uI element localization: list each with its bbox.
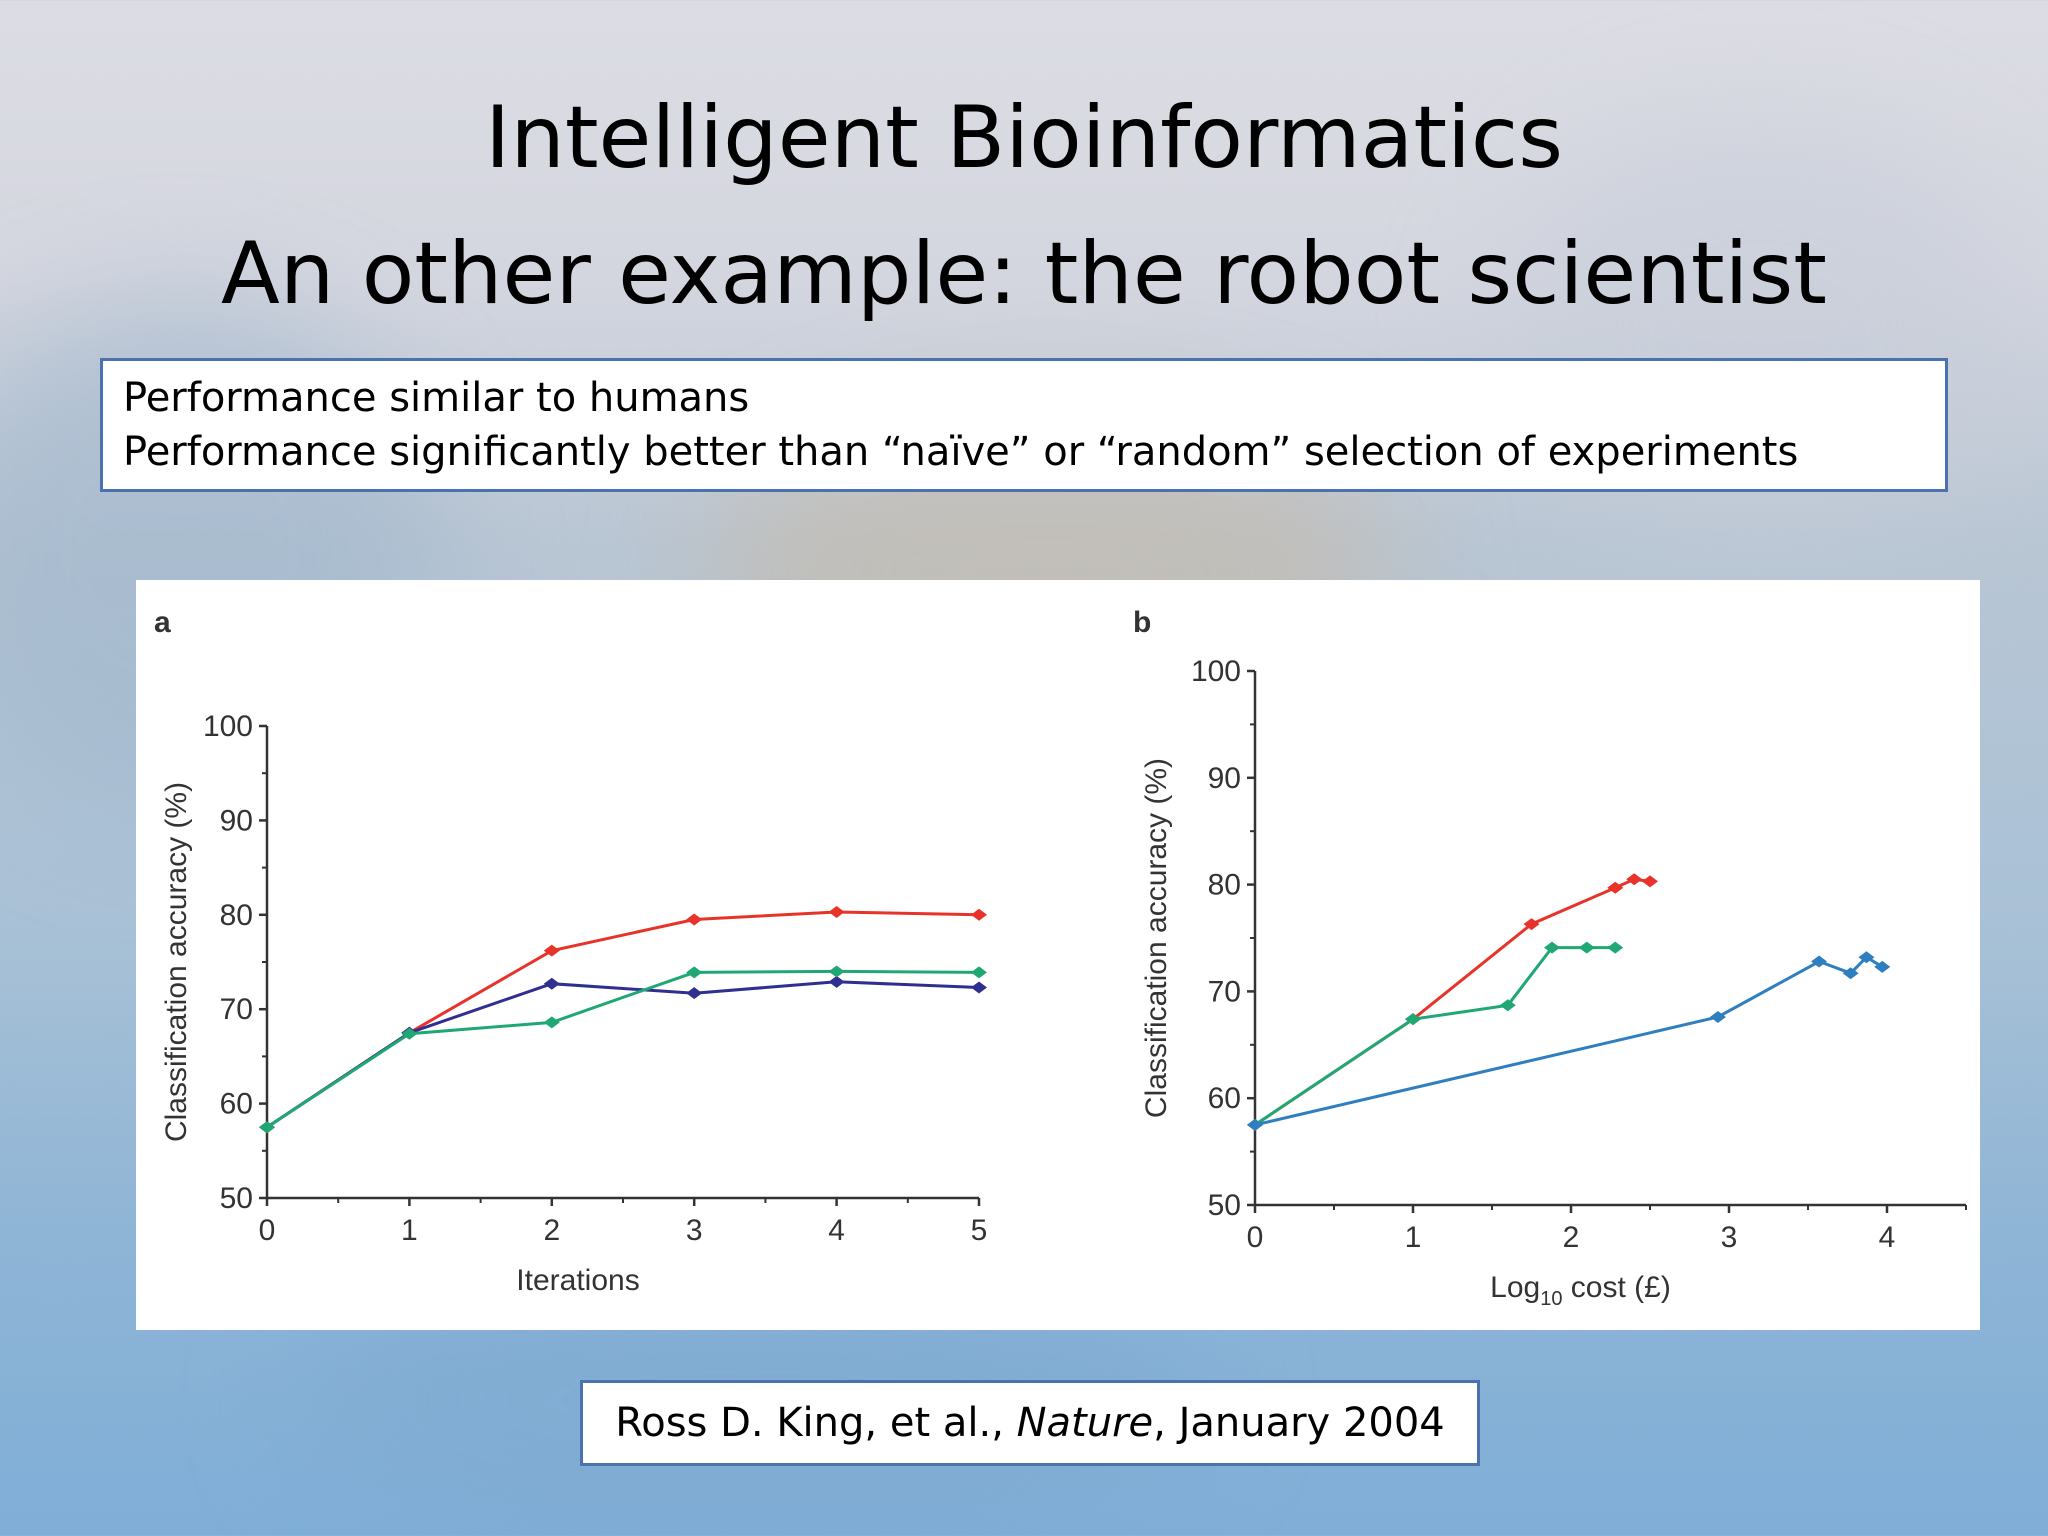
- figure-panel: a 50 60 70 80 90 100 0 1 2 3 4 5 Iterations Classifica…: [136, 580, 1980, 1330]
- y-tick-label: 60: [220, 1088, 253, 1121]
- slide-title: Intelligent Bioinformatics An other exam…: [0, 70, 2048, 342]
- data-point: [1811, 955, 1828, 968]
- data-point: [1499, 999, 1516, 1012]
- data-point: [1626, 873, 1643, 886]
- x-axis-label: Log10 cost (£): [1490, 1271, 1671, 1310]
- data-point: [1709, 1011, 1726, 1024]
- data-point: [971, 981, 987, 994]
- series-line-1: [1254, 877, 1651, 1127]
- x-tick-label: 4: [828, 1214, 845, 1247]
- data-point: [686, 913, 703, 926]
- y-tick-label: 60: [1208, 1082, 1241, 1115]
- data-point: [401, 1027, 418, 1040]
- data-point: [828, 965, 845, 978]
- panel-label: a: [154, 606, 171, 639]
- data-point: [1642, 875, 1658, 888]
- citation-date: , January 2004: [1153, 1400, 1445, 1446]
- data-point: [971, 908, 987, 921]
- chart-panel-a: a 50 60 70 80 90 100 0 1 2 3 4 5 Iterations Classifica…: [154, 606, 987, 1297]
- series-line-3: [266, 969, 980, 1129]
- y-tick-label: 70: [1208, 975, 1241, 1008]
- slide-title-line-1: Intelligent Bioinformatics: [484, 88, 1564, 188]
- x-tick-label: 0: [259, 1214, 276, 1247]
- y-tick-label: 90: [220, 804, 253, 837]
- y-tick-label: 50: [1208, 1189, 1241, 1222]
- y-tick-label: 90: [1208, 762, 1241, 795]
- data-point: [686, 966, 703, 979]
- info-line-1: Performance similar to humans: [123, 375, 750, 421]
- data-point: [1607, 941, 1624, 954]
- x-tick-label: 1: [401, 1214, 418, 1247]
- x-tick-label: 5: [971, 1214, 988, 1247]
- y-axis-label: Classification accuracy (%): [1140, 758, 1173, 1118]
- x-axis-label-sub: 10: [1540, 1288, 1562, 1310]
- data-point: [828, 975, 845, 988]
- x-tick-label: 2: [543, 1214, 560, 1247]
- x-tick-label: 0: [1247, 1221, 1264, 1254]
- y-tick-label: 100: [1191, 655, 1241, 688]
- series-line-2: [1254, 946, 1616, 1127]
- y-tick-label: 80: [220, 899, 253, 932]
- citation-box: Ross D. King, et al., Nature, January 20…: [580, 1380, 1480, 1466]
- data-point: [1578, 941, 1595, 954]
- panel-label: b: [1133, 606, 1151, 639]
- x-axis-label-main: Log: [1490, 1271, 1540, 1304]
- data-point: [1523, 918, 1540, 931]
- y-tick-label: 100: [203, 710, 253, 743]
- data-point: [1544, 941, 1561, 954]
- info-box: Performance similar to humans Performanc…: [100, 358, 1948, 492]
- data-point: [543, 944, 560, 957]
- x-tick-label: 4: [1879, 1221, 1896, 1254]
- citation-authors: Ross D. King, et al.,: [615, 1400, 1017, 1446]
- series-line-2: [266, 980, 980, 1129]
- x-axis-label-rest: cost (£): [1562, 1271, 1670, 1304]
- y-tick-label: 70: [220, 993, 253, 1026]
- data-point: [1607, 881, 1624, 894]
- series-line-3: [1254, 955, 1884, 1127]
- slide-title-line-2: An other example: the robot scientist: [221, 224, 1827, 324]
- data-point: [259, 1121, 275, 1134]
- info-line-2: Performance significantly better than “n…: [123, 429, 1799, 475]
- citation-journal: Nature: [1016, 1400, 1154, 1446]
- data-point: [543, 977, 560, 990]
- y-tick-label: 80: [1208, 869, 1241, 902]
- x-axis-label: Iterations: [516, 1264, 639, 1297]
- series-line-1: [266, 910, 980, 1129]
- chart-panel-b: b 50 60 70 80 90 100 0 1 2 3 4 Log10 cost (£) Classif…: [1133, 606, 1967, 1310]
- data-point: [971, 966, 987, 979]
- data-point: [1874, 960, 1891, 973]
- data-point: [1405, 1013, 1421, 1026]
- x-tick-label: 1: [1405, 1221, 1422, 1254]
- data-point: [828, 905, 845, 918]
- y-axis-label: Classification accuracy (%): [160, 782, 193, 1142]
- y-tick-label: 50: [220, 1182, 253, 1215]
- data-point: [1842, 967, 1859, 980]
- data-point: [543, 1016, 560, 1029]
- x-tick-label: 2: [1563, 1221, 1580, 1254]
- data-point: [686, 987, 703, 1000]
- x-tick-label: 3: [686, 1214, 703, 1247]
- data-point: [1247, 1118, 1263, 1131]
- data-point: [1858, 951, 1875, 964]
- x-tick-label: 3: [1721, 1221, 1738, 1254]
